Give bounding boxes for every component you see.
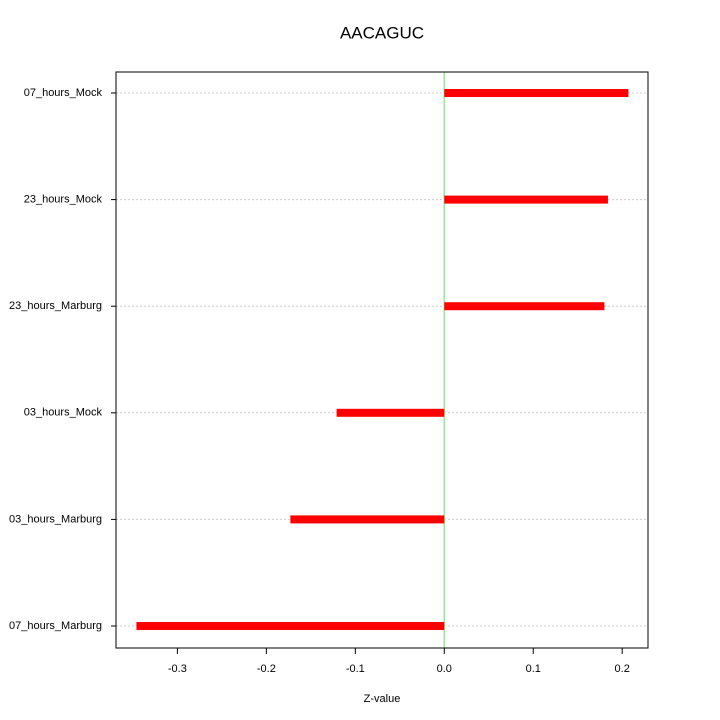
y-tick-label: 03_hours_Mock [24, 407, 103, 419]
y-tick-label: 03_hours_Marburg [9, 513, 102, 525]
y-tick-label: 07_hours_Mock [24, 87, 103, 99]
bar [290, 515, 445, 524]
x-tick-label: 0.2 [615, 663, 630, 675]
bar [136, 622, 445, 630]
plot-frame [115, 71, 649, 649]
x-tick-label: -0.1 [346, 663, 365, 675]
y-tick-label: 07_hours_Marburg [9, 620, 102, 632]
bar [444, 89, 629, 97]
bar [444, 195, 608, 204]
bar [336, 408, 445, 417]
x-tick-label: -0.3 [168, 663, 187, 675]
x-tick-label: 0.0 [437, 663, 452, 675]
x-axis-label: Z-value [364, 693, 401, 705]
x-tick-label: -0.2 [257, 663, 276, 675]
chart-title: AACAGUC [340, 23, 424, 42]
x-tick-label: 0.1 [526, 663, 541, 675]
bar [444, 302, 605, 311]
y-tick-label: 23_hours_Mock [24, 194, 103, 206]
y-tick-label: 23_hours_Marburg [9, 300, 102, 312]
